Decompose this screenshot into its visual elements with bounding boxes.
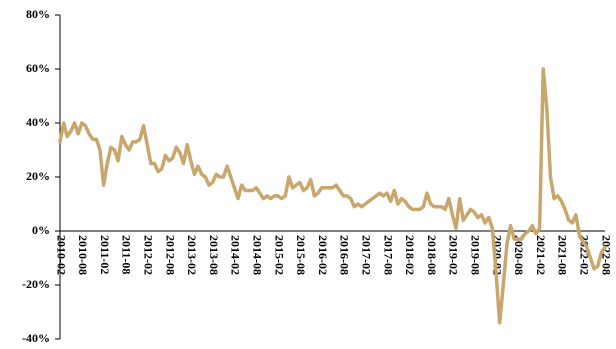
x-tick-label: 2021-02 [534,235,548,275]
x-tick-label: 2020-08 [512,235,526,275]
x-tick-label: 2022-02 [577,235,591,275]
x-tick-label: 2019-08 [468,235,482,275]
x-tick-label: 2022-08 [599,235,613,275]
x-tick-label: 2013-02 [185,235,199,275]
x-tick-label: 2016-08 [338,235,352,275]
x-tick-label: 2021-08 [556,235,570,275]
y-tick-label: -20% [22,277,50,291]
y-tick-label: 40% [26,115,50,129]
x-tick-label: 2016-02 [316,235,330,275]
y-tick-label: 80% [26,7,50,21]
x-tick-label: 2017-02 [359,235,373,275]
data-line [58,67,607,325]
x-tick-label: 2011-08 [120,235,134,274]
x-tick-label: 2010-08 [76,235,90,275]
x-tick-label: 2013-08 [207,235,221,275]
x-tick-label: 2015-08 [294,235,308,275]
x-tick-label: 2014-02 [229,235,243,275]
x-tick-label: 2017-08 [381,235,395,275]
x-tick-label: 2015-02 [272,235,286,275]
x-tick-label: 2012-08 [163,235,177,275]
x-tick-label: 2012-02 [141,235,155,275]
y-tick-label: -40% [22,331,50,345]
y-tick-label: 60% [26,61,50,75]
x-tick-label: 2011-02 [98,235,112,274]
y-tick-label: 0% [32,223,50,237]
y-tick-label: 20% [26,169,50,183]
x-tick-label: 2018-02 [403,235,417,275]
x-tick-label: 2019-02 [447,235,461,275]
x-tick-label: 2014-08 [250,235,264,275]
x-tick-label: 2018-08 [425,235,439,275]
x-tick-label: 2010-02 [54,235,68,275]
